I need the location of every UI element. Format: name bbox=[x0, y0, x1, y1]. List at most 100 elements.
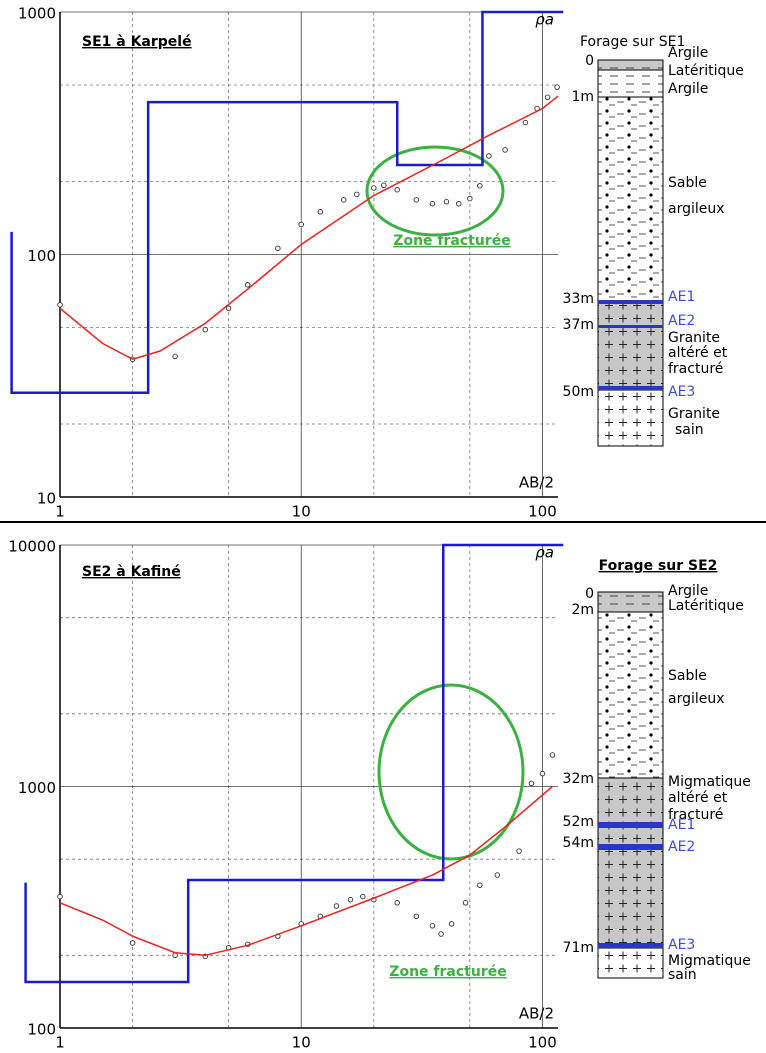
depth-label: 54m bbox=[563, 835, 594, 851]
y-tick-label: 10 bbox=[37, 490, 56, 508]
measured-point bbox=[58, 894, 63, 899]
aquifer-band bbox=[598, 300, 663, 304]
measured-point bbox=[414, 914, 419, 919]
measured-point bbox=[203, 327, 208, 332]
measured-point bbox=[361, 894, 366, 899]
layer-label: argileux bbox=[668, 201, 725, 217]
measured-point bbox=[550, 753, 555, 758]
measured-point bbox=[430, 201, 435, 206]
x-axis-label: AB/2 bbox=[519, 1005, 554, 1023]
depth-label: 71m bbox=[563, 940, 594, 956]
measured-point bbox=[395, 900, 400, 905]
layer-label: Latéritique bbox=[668, 63, 744, 79]
x-tick-label: 100 bbox=[528, 1034, 557, 1052]
measured-point bbox=[478, 883, 483, 888]
aquifer-label: AE1 bbox=[668, 289, 695, 305]
measured-point bbox=[372, 186, 377, 191]
measured-point bbox=[463, 900, 468, 905]
layer-label: Granite bbox=[668, 330, 720, 346]
annotation: Zone fracturée bbox=[389, 964, 506, 980]
depth-label: 1m bbox=[571, 89, 594, 105]
measured-point bbox=[348, 897, 353, 902]
aquifer-band bbox=[598, 943, 663, 948]
measured-point bbox=[245, 282, 250, 287]
aquifer-band bbox=[598, 386, 663, 390]
layer-label: Sable bbox=[668, 668, 707, 684]
depth-label: 2m bbox=[571, 602, 594, 618]
aquifer-label: AE3 bbox=[668, 384, 695, 400]
model-step-line bbox=[26, 545, 564, 982]
depth-label: 50m bbox=[563, 384, 594, 400]
measured-point bbox=[355, 192, 360, 197]
chart-title: SE2 à Kafiné bbox=[82, 564, 181, 580]
x-axis-label: AB/2 bbox=[519, 474, 554, 492]
measured-point bbox=[276, 246, 281, 251]
layer-label: Migmatique bbox=[668, 774, 751, 790]
layer-label: altéré et bbox=[668, 345, 728, 361]
depth-label: 37m bbox=[563, 317, 594, 333]
layer bbox=[598, 302, 663, 390]
measured-point bbox=[503, 148, 508, 153]
x-tick-label: 10 bbox=[292, 1034, 311, 1052]
measured-point bbox=[468, 196, 473, 201]
chart-title: SE1 à Karpelé bbox=[82, 34, 192, 50]
measured-point bbox=[517, 849, 522, 854]
measured-point bbox=[449, 922, 454, 927]
x-tick-label: 1 bbox=[55, 503, 65, 521]
layer bbox=[598, 70, 663, 97]
x-tick-label: 1 bbox=[55, 1034, 65, 1052]
layer-label: Argile bbox=[668, 45, 708, 61]
measured-point bbox=[414, 198, 419, 203]
measured-point bbox=[382, 183, 387, 188]
measured-point bbox=[439, 932, 444, 937]
measured-point bbox=[529, 781, 534, 786]
measured-point bbox=[523, 120, 528, 125]
measured-point bbox=[173, 953, 178, 958]
borehole-title: Forage sur SE2 bbox=[599, 558, 718, 574]
measured-point bbox=[130, 941, 135, 946]
layer-label: sain bbox=[675, 422, 704, 438]
layer-label: Granite bbox=[668, 406, 720, 422]
highlight-ellipse bbox=[379, 685, 523, 859]
layer bbox=[598, 948, 663, 978]
aquifer-band bbox=[598, 822, 663, 828]
layer-label: Latéritique bbox=[668, 598, 744, 614]
layer-label: Argile bbox=[668, 583, 708, 599]
layer-label: Sable bbox=[668, 175, 707, 191]
aquifer-label: AE2 bbox=[668, 839, 695, 855]
measured-point bbox=[318, 209, 323, 214]
annotation: Zone fracturée bbox=[393, 233, 510, 249]
layer bbox=[598, 592, 663, 612]
depth-label: 0 bbox=[585, 586, 594, 602]
layer-label: fracturé bbox=[668, 361, 723, 377]
fit-curve bbox=[60, 787, 552, 956]
measured-point bbox=[545, 95, 550, 100]
measured-point bbox=[456, 201, 461, 206]
y-tick-label: 1000 bbox=[18, 779, 56, 797]
aquifer-label: AE2 bbox=[668, 313, 695, 329]
measured-point bbox=[540, 771, 545, 776]
figure: 110100101001000AB/2ρaSE1 à KarpeléZone f… bbox=[0, 0, 766, 1053]
model-step-line bbox=[12, 12, 564, 393]
borehole-2 bbox=[598, 592, 663, 978]
layer-label: Argile bbox=[668, 81, 708, 97]
layer-label: altéré et bbox=[668, 790, 728, 806]
measured-point bbox=[444, 199, 449, 204]
measured-point bbox=[495, 873, 500, 878]
aquifer-band bbox=[598, 325, 663, 328]
borehole-1 bbox=[598, 60, 663, 446]
layer bbox=[598, 612, 663, 778]
y-tick-label: 100 bbox=[27, 1021, 56, 1039]
measured-point bbox=[334, 904, 339, 909]
aquifer-band bbox=[598, 844, 663, 850]
x-tick-label: 100 bbox=[528, 503, 557, 521]
measured-point bbox=[478, 183, 483, 188]
depth-label: 52m bbox=[563, 814, 594, 830]
y-tick-label: 100 bbox=[27, 247, 56, 265]
y-tick-label: 1000 bbox=[18, 5, 56, 23]
layer-label: sain bbox=[668, 967, 697, 983]
depth-label: 32m bbox=[563, 771, 594, 787]
y-tick-label: 10000 bbox=[8, 538, 56, 556]
depth-label: 33m bbox=[563, 291, 594, 307]
